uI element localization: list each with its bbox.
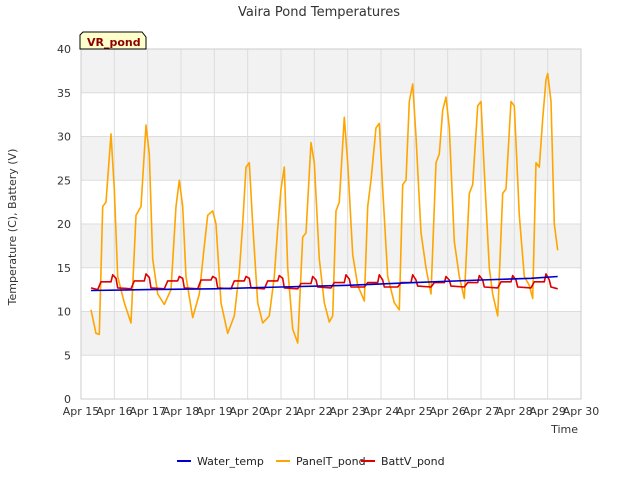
series-line-panelt-pond xyxy=(90,72,559,344)
legend-label: BattV_pond xyxy=(381,455,445,468)
x-tick-label: Apr 16 xyxy=(96,405,133,418)
plot-band xyxy=(81,136,581,181)
y-tick-label: 5 xyxy=(64,349,71,362)
y-tick-label: 0 xyxy=(64,393,71,406)
x-tick-label: Apr 27 xyxy=(463,405,500,418)
x-tick-label: Apr 24 xyxy=(363,405,400,418)
y-tick-label: 15 xyxy=(57,262,71,275)
x-tick-label: Apr 29 xyxy=(529,405,566,418)
plot-band xyxy=(81,92,581,137)
station-badge: VR_pond xyxy=(79,31,147,50)
plot-band xyxy=(81,49,581,93)
x-tick-label: Apr 26 xyxy=(429,405,466,418)
y-tick-label: 30 xyxy=(57,131,71,144)
x-tick-label: Apr 19 xyxy=(196,405,233,418)
y-tick-label: 25 xyxy=(57,174,71,187)
x-tick-label: Apr 17 xyxy=(129,405,166,418)
x-tick-label: Apr 20 xyxy=(229,405,266,418)
plot-band xyxy=(81,224,581,268)
y-tick-label: 10 xyxy=(57,306,71,319)
x-tick-label: Apr 21 xyxy=(263,405,300,418)
legend: Water_temp PanelT_pond BattV_pond xyxy=(177,455,445,468)
series-line-water-temp xyxy=(90,275,558,292)
x-tick-label: Apr 15 xyxy=(63,405,100,418)
plot-band xyxy=(81,180,581,224)
badge-label: VR_pond xyxy=(87,36,141,49)
legend-label: PanelT_pond xyxy=(296,455,366,468)
x-tick-label: Apr 30 xyxy=(563,405,600,418)
x-tick-label: Apr 28 xyxy=(496,405,533,418)
x-axis-label: Time xyxy=(550,423,578,436)
y-axis-ticks: 0 5 10 15 20 25 30 35 40 xyxy=(57,43,71,406)
y-axis-label: Temperature (C), Battery (V) xyxy=(6,149,19,307)
x-tick-label: Apr 23 xyxy=(329,405,366,418)
chart-title: Vaira Pond Temperatures xyxy=(238,5,400,20)
y-tick-label: 20 xyxy=(57,218,71,231)
series-lines xyxy=(90,72,559,344)
y-tick-label: 40 xyxy=(57,43,71,56)
x-tick-label: Apr 22 xyxy=(296,405,333,418)
plot-bands xyxy=(81,49,581,399)
badge-box xyxy=(79,31,147,50)
plot-band xyxy=(81,355,581,399)
y-tick-label: 35 xyxy=(57,87,71,100)
legend-label: Water_temp xyxy=(197,455,264,468)
x-tick-label: Apr 25 xyxy=(396,405,433,418)
plot-border xyxy=(80,48,582,400)
x-tick-label: Apr 18 xyxy=(163,405,200,418)
